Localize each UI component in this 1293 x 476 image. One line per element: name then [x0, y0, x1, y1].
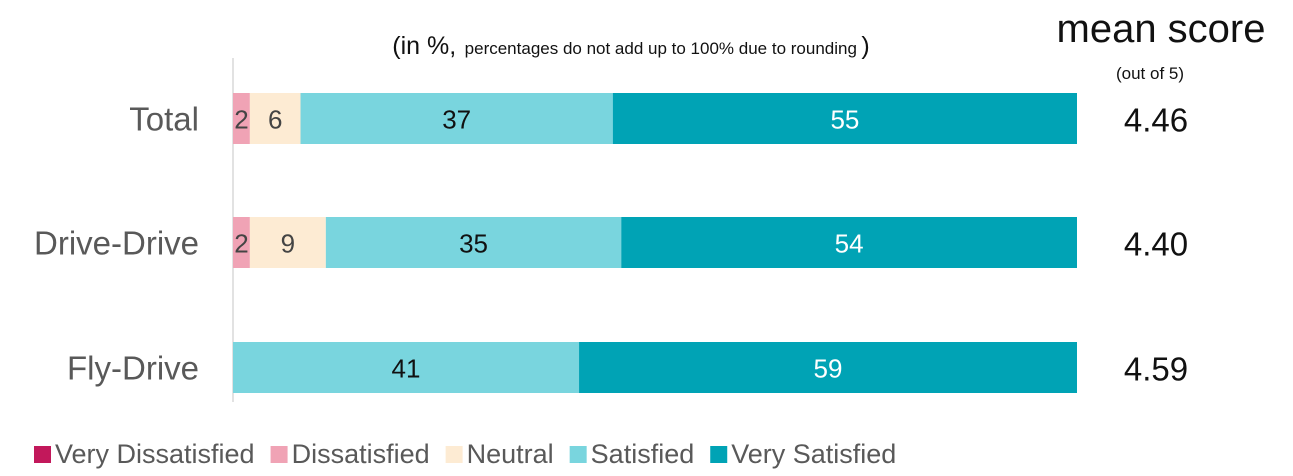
bar-segment [579, 342, 1077, 393]
legend-swatch [710, 446, 728, 463]
mean-score-value: 4.46 [1124, 102, 1188, 139]
bar-segment [249, 93, 301, 144]
data-label: 2 [234, 229, 248, 259]
legend-label: Very Dissatisfied [55, 439, 255, 469]
subtitle-close: ) [861, 32, 869, 60]
data-label: 6 [268, 105, 282, 135]
mean-score-values: 4.46 4.40 4.59 [1124, 102, 1188, 388]
bar-segment [233, 93, 250, 144]
data-label: 2 [234, 105, 248, 135]
legend-item: Neutral [445, 439, 554, 469]
bar-segment [249, 217, 326, 268]
mean-score-value: 4.59 [1124, 351, 1188, 388]
mean-score-note: (out of 5) [1116, 64, 1184, 83]
data-label: 37 [442, 105, 471, 135]
bar-segment [233, 342, 580, 393]
category-labels: Total Drive-Drive Fly-Drive [34, 101, 199, 387]
subtitle-main: (in %, [392, 32, 456, 60]
data-label: 9 [281, 229, 295, 259]
legend-item: Satisfied [569, 439, 695, 469]
legend-item: Dissatisfied [270, 439, 430, 469]
legend: Very Dissatisfied Dissatisfied Neutral Sati… [34, 439, 896, 469]
bar-segment [325, 217, 622, 268]
legend-label: Very Satisfied [731, 439, 896, 469]
bar-segment [612, 93, 1077, 144]
legend-item: Very Satisfied [710, 439, 896, 469]
category-label: Total [129, 101, 199, 138]
category-label: Fly-Drive [67, 350, 199, 387]
mean-score-value: 4.40 [1124, 226, 1188, 263]
legend-label: Satisfied [591, 439, 695, 469]
legend-label: Neutral [467, 439, 554, 469]
legend-item: Very Dissatisfied [34, 439, 255, 469]
data-label: 55 [830, 105, 859, 135]
category-label: Drive-Drive [34, 225, 199, 262]
data-label: 41 [392, 354, 421, 384]
bar-segment [233, 217, 250, 268]
legend-label: Dissatisfied [292, 439, 430, 469]
bar-segment [621, 217, 1077, 268]
legend-swatch [34, 446, 51, 463]
bar-segment [300, 93, 613, 144]
legend-swatch [445, 446, 463, 463]
chart-subtitle: (in %, percentages do not add up to 100%… [392, 32, 869, 60]
data-label: 35 [459, 229, 488, 259]
mean-score-title: mean score [1057, 7, 1266, 51]
data-label: 59 [814, 354, 843, 384]
data-label: 54 [835, 229, 864, 259]
legend-swatch [270, 446, 288, 463]
legend-swatch [569, 446, 587, 463]
subtitle-note: percentages do not add up to 100% due to… [465, 39, 857, 58]
